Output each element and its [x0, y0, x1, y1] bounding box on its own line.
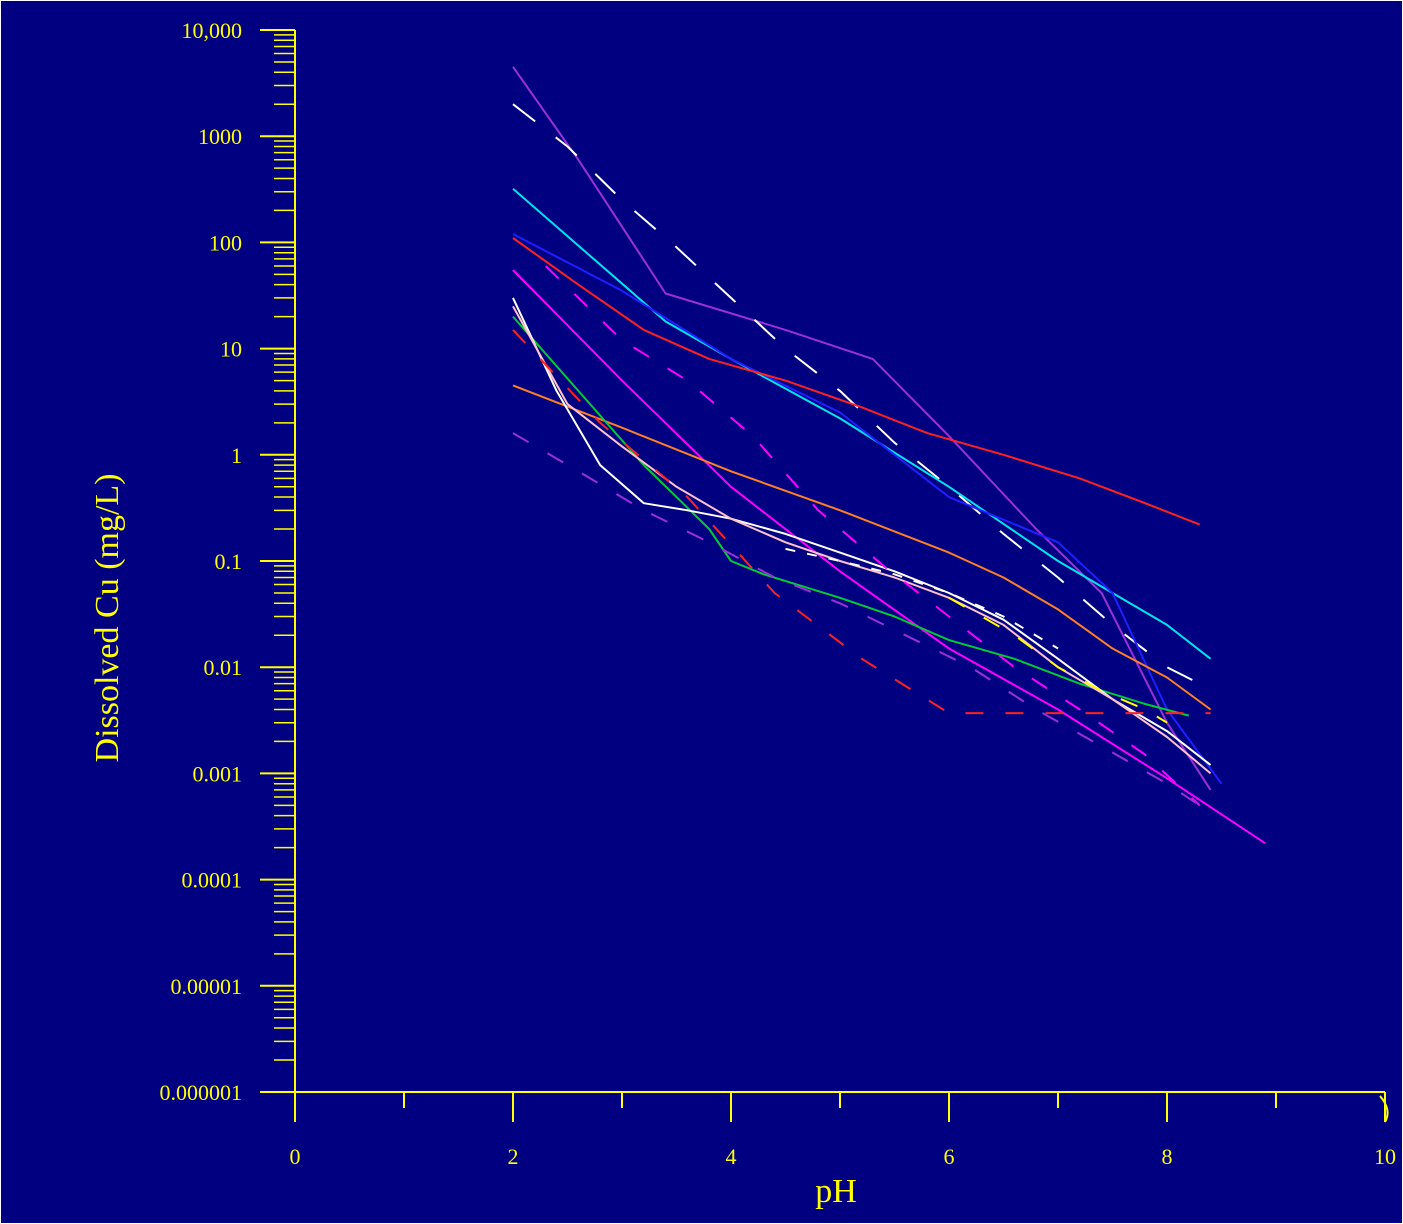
series-line — [512, 384, 1212, 711]
series-line — [785, 547, 1059, 650]
series-line — [512, 432, 1201, 807]
series-line — [512, 315, 1190, 717]
y-tick-label: 100 — [209, 230, 242, 255]
series-line — [512, 103, 1201, 685]
x-tick-label: 10 — [1374, 1144, 1396, 1169]
data-series — [512, 66, 1266, 845]
y-tick-label: 1000 — [198, 124, 242, 149]
series-line — [512, 66, 1212, 791]
series-line — [512, 237, 1201, 526]
y-tick-label: 10 — [220, 337, 242, 362]
series-line — [512, 188, 1212, 660]
x-axis-title: pH — [815, 1173, 857, 1210]
series-line — [512, 329, 1211, 715]
x-axis-arrow — [1379, 1095, 1389, 1123]
x-tick-labels: 0 2 4 6 8 10 — [290, 1144, 1397, 1169]
series-line — [512, 233, 1223, 785]
series-line — [545, 265, 1201, 807]
y-tick-label: 0.01 — [204, 655, 243, 680]
x-tick-label: 2 — [508, 1144, 519, 1169]
y-tick-labels: 10,000 1000 100 10 1 0.1 0.01 0.001 0.0001 0.0000… — [160, 18, 243, 1105]
y-major-ticks — [260, 29, 295, 1093]
y-tick-label: 0.0001 — [182, 868, 243, 893]
y-minor-ticks — [274, 34, 295, 1061]
x-tick-label: 4 — [726, 1144, 737, 1169]
x-ticks — [294, 1092, 1386, 1122]
x-tick-label: 8 — [1162, 1144, 1173, 1169]
y-tick-label: 0.1 — [215, 549, 243, 574]
y-tick-label: 10,000 — [182, 18, 243, 43]
y-axis-title: Dissolved Cu (mg/L) — [89, 474, 126, 763]
series-line — [512, 305, 1212, 775]
y-tick-label: 0.001 — [193, 761, 243, 786]
x-tick-label: 6 — [944, 1144, 955, 1169]
series-line — [948, 596, 1168, 724]
series-line — [512, 269, 1266, 845]
y-tick-label: 1 — [231, 443, 242, 468]
y-tick-label: 0.000001 — [160, 1080, 243, 1105]
x-tick-label: 0 — [290, 1144, 301, 1169]
y-tick-label: 0.00001 — [171, 974, 243, 999]
